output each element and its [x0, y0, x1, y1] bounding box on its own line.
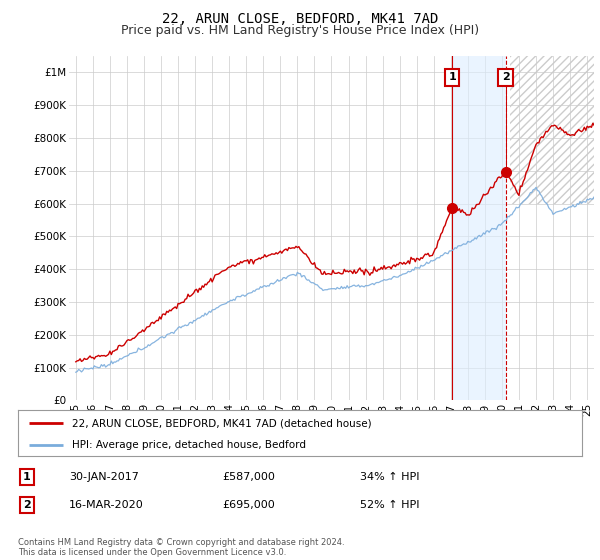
- Text: £695,000: £695,000: [222, 500, 275, 510]
- Text: Contains HM Land Registry data © Crown copyright and database right 2024.
This d: Contains HM Land Registry data © Crown c…: [18, 538, 344, 557]
- Text: HPI: Average price, detached house, Bedford: HPI: Average price, detached house, Bedf…: [71, 440, 305, 450]
- Text: 2: 2: [23, 500, 31, 510]
- Text: 22, ARUN CLOSE, BEDFORD, MK41 7AD: 22, ARUN CLOSE, BEDFORD, MK41 7AD: [162, 12, 438, 26]
- Text: 1: 1: [23, 472, 31, 482]
- Text: Price paid vs. HM Land Registry's House Price Index (HPI): Price paid vs. HM Land Registry's House …: [121, 24, 479, 36]
- Text: £587,000: £587,000: [222, 472, 275, 482]
- Text: 34% ↑ HPI: 34% ↑ HPI: [360, 472, 419, 482]
- Text: 16-MAR-2020: 16-MAR-2020: [69, 500, 144, 510]
- Text: 52% ↑ HPI: 52% ↑ HPI: [360, 500, 419, 510]
- Text: 1: 1: [448, 72, 456, 82]
- Text: 2: 2: [502, 72, 509, 82]
- Bar: [452, 56, 506, 400]
- Text: 30-JAN-2017: 30-JAN-2017: [69, 472, 139, 482]
- Text: 22, ARUN CLOSE, BEDFORD, MK41 7AD (detached house): 22, ARUN CLOSE, BEDFORD, MK41 7AD (detac…: [71, 418, 371, 428]
